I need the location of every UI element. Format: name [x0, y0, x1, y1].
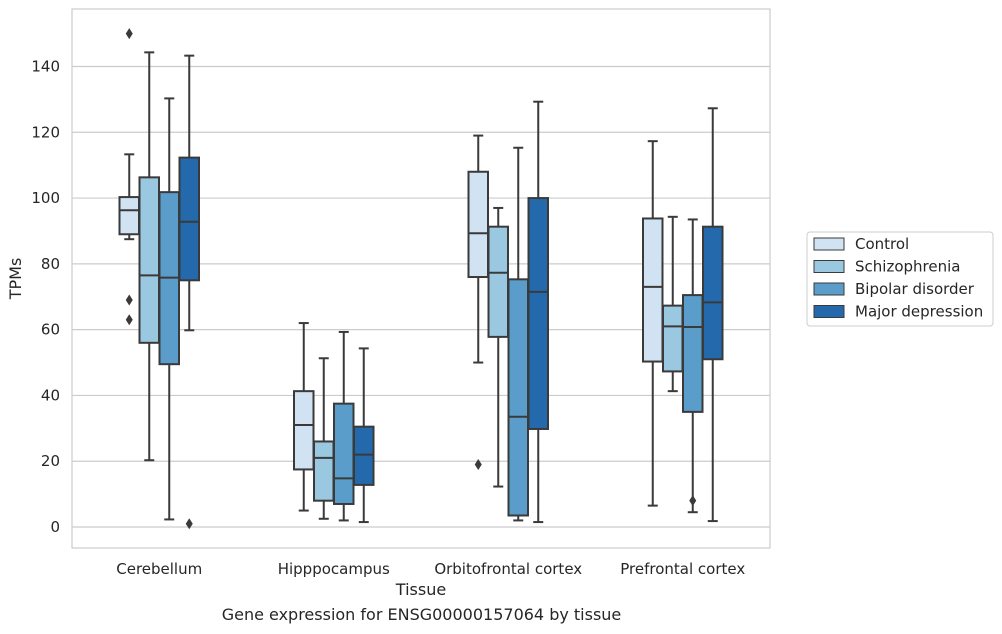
legend-label: Bipolar disorder [855, 280, 975, 298]
x-tick-labels: Cerebellum Hipppocampus Orbitofrontal cort… [116, 560, 745, 578]
legend-label: Schizophrenia [855, 258, 960, 276]
legend-swatch [813, 282, 845, 296]
y-tick-label: 120 [31, 123, 60, 141]
interquartile-box [333, 402, 355, 505]
y-tick-label: 100 [31, 189, 60, 207]
box-element [178, 54, 200, 530]
y-tick-labels: 0 20 40 60 80 100 120 140 [31, 58, 60, 537]
legend-swatch [813, 237, 845, 251]
box-series [118, 28, 664, 512]
interquartile-box [487, 225, 509, 338]
x-tick-label: Cerebellum [116, 560, 202, 578]
outlier-marker [125, 294, 133, 306]
figure-caption: Gene expression for ENSG00000157064 by t… [221, 605, 622, 624]
x-tick-label: Prefrontal cortex [620, 560, 745, 578]
interquartile-box [507, 278, 529, 517]
y-tick-label: 80 [41, 255, 60, 273]
box-element [333, 330, 355, 522]
interquartile-box [702, 225, 724, 361]
legend-frame [806, 231, 994, 327]
interquartile-box [178, 156, 200, 282]
box-element [682, 218, 704, 514]
outlier-marker [125, 314, 133, 326]
box-element [353, 347, 375, 524]
box-series-group [118, 28, 724, 530]
interquartile-box [467, 170, 489, 279]
y-axis-label: TPMs [6, 258, 25, 301]
box-element [487, 206, 509, 488]
outlier-marker [689, 495, 697, 507]
y-tick-label: 40 [41, 386, 60, 404]
box-element [313, 357, 335, 520]
y-tick-label: 140 [31, 58, 60, 76]
interquartile-box [662, 304, 684, 373]
box-element [642, 140, 664, 507]
box-element [662, 215, 684, 393]
interquartile-box [293, 390, 315, 471]
legend: Control Schizophrenia Bipolar disorder Majo… [806, 231, 994, 327]
interquartile-box [353, 425, 375, 486]
outlier-marker [474, 459, 482, 471]
box-series [158, 97, 704, 522]
outlier-marker [185, 518, 193, 530]
box-element [118, 28, 140, 326]
x-axis-label: Tissue [395, 580, 446, 599]
legend-swatch [813, 260, 845, 273]
y-tick-label: 20 [41, 452, 60, 470]
x-tick-label: Hipppocampus [278, 560, 390, 578]
box-element [702, 107, 724, 523]
box-element [293, 322, 315, 512]
box-element [158, 97, 180, 521]
y-tick-label: 60 [41, 321, 60, 339]
box-element [467, 134, 489, 471]
outlier-marker [125, 28, 133, 40]
interquartile-box [118, 196, 140, 236]
x-tick-label: Orbitofrontal cortex [434, 560, 582, 578]
box-series [138, 51, 684, 520]
box-element [527, 100, 549, 524]
plot-area-frame [71, 8, 771, 549]
legend-label: Control [855, 235, 909, 253]
legend-label: Major depression [855, 303, 983, 321]
interquartile-box [682, 294, 704, 413]
box-series [178, 54, 724, 530]
y-tick-label: 0 [50, 518, 60, 536]
box-element [138, 51, 160, 462]
interquartile-box [138, 176, 160, 344]
interquartile-box [313, 440, 335, 502]
box-element [507, 146, 529, 522]
interquartile-box [527, 197, 549, 430]
legend-swatch [813, 305, 845, 318]
interquartile-box [642, 217, 664, 363]
